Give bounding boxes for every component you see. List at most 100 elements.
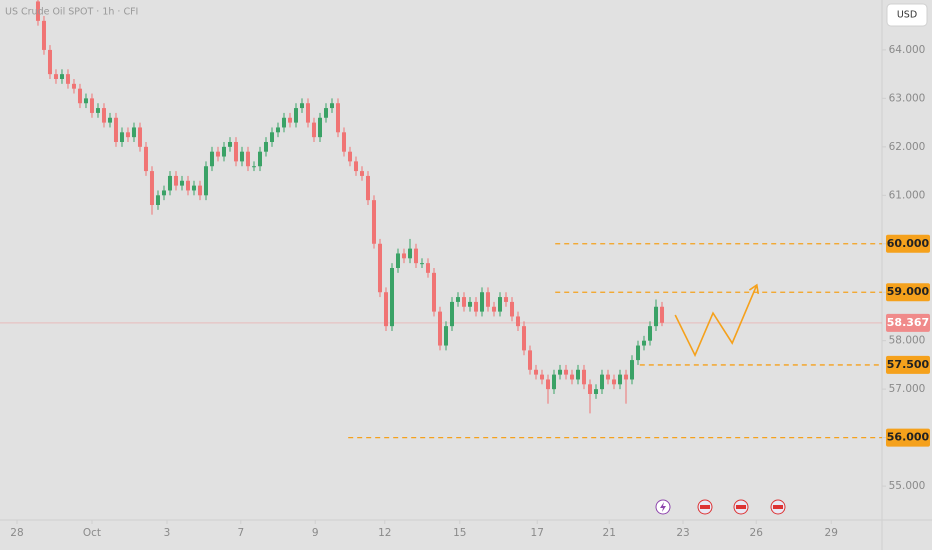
candle-body (365, 175, 370, 201)
icon-glyph (660, 502, 666, 512)
candle-body (438, 311, 442, 346)
y-tick-label: 55.000 (889, 480, 926, 492)
candle-body (335, 103, 340, 133)
level-label: 59.000 (887, 285, 930, 298)
icon-glyph (736, 505, 746, 509)
candle-body (431, 272, 436, 312)
chart-title: US Crude Oil SPOT · 1h · CFI (5, 7, 138, 18)
candle-body (323, 108, 328, 118)
candle-body (113, 117, 118, 142)
candle-body (197, 185, 202, 196)
last-price-label: 58.367 (887, 316, 929, 329)
candle-body (317, 117, 322, 138)
candle-body (618, 374, 623, 385)
candle-body (119, 132, 124, 142)
last-price-box (886, 313, 930, 332)
candle-body (377, 243, 382, 293)
candle-body (492, 306, 497, 312)
candle-body (648, 326, 653, 341)
candle-body (203, 166, 208, 196)
currency-label[interactable]: USD (897, 10, 917, 21)
candle-body (389, 267, 394, 327)
candle-body (606, 374, 611, 380)
candle-body (167, 175, 172, 191)
x-tick-label: 12 (378, 527, 391, 539)
level-label-box (886, 234, 930, 253)
x-tick-label: 28 (10, 527, 23, 539)
x-tick-label: 29 (825, 527, 838, 539)
candle-body (83, 98, 88, 104)
candle-body (468, 301, 473, 307)
candle-body (407, 248, 412, 259)
candle-body (612, 379, 617, 385)
x-tick-label: Oct (83, 527, 101, 539)
candle-body (624, 374, 629, 380)
candle-body (480, 292, 485, 312)
candle-body (149, 171, 154, 205)
candle-body (35, 1, 40, 21)
candle-body (263, 141, 268, 152)
candle-body (552, 374, 557, 390)
candle-body (215, 151, 220, 157)
event-icons (655, 499, 786, 515)
candle-body (227, 141, 232, 147)
candle-body (53, 74, 58, 79)
level-label: 56.000 (887, 431, 930, 444)
candle-body (221, 146, 226, 157)
candle-body (233, 141, 238, 162)
level-label-box (886, 355, 930, 374)
candle-body (161, 190, 166, 196)
candle-body (359, 171, 364, 176)
candle-body (504, 297, 509, 302)
candle-body (450, 301, 455, 327)
candle-body (107, 117, 112, 123)
candle-body (636, 345, 641, 361)
candle-body (239, 151, 244, 162)
candle-body (155, 195, 160, 205)
x-tick-label: 17 (531, 527, 544, 539)
candle-body (600, 374, 605, 390)
candle-body (516, 316, 521, 327)
candle-body (269, 132, 274, 142)
candle-body (125, 132, 130, 138)
y-tick-label: 58.000 (889, 335, 926, 347)
candle-body (143, 146, 148, 172)
x-tick-label: 9 (312, 527, 319, 539)
candle-body (59, 74, 64, 79)
candle-body (546, 379, 551, 390)
candle-body (191, 185, 196, 191)
candle-body (660, 306, 665, 323)
currency-button[interactable] (886, 3, 928, 27)
candle-body (89, 98, 94, 113)
candle-body (257, 151, 262, 167)
level-label-box (886, 428, 930, 447)
candle-body (77, 88, 82, 104)
level-label: 57.500 (887, 358, 930, 371)
candle-body (245, 151, 250, 167)
candle-body (642, 340, 647, 346)
candle-body (570, 374, 575, 380)
candle-body (41, 20, 46, 50)
candle-body (47, 49, 52, 75)
candle-body (456, 297, 461, 302)
level-label-box (886, 283, 930, 302)
candle-body (498, 297, 503, 312)
y-tick-label: 57.000 (889, 383, 926, 395)
candle-body (185, 180, 190, 191)
candle-body (564, 369, 569, 375)
candle-body (654, 306, 659, 327)
x-tick-label: 3 (164, 527, 171, 539)
candle-body (71, 83, 76, 89)
candle-body (275, 127, 280, 133)
y-tick-label: 62.000 (889, 141, 926, 153)
candle-body (341, 132, 346, 152)
candle-body (65, 74, 70, 84)
candle-body (540, 374, 545, 380)
candle-body (101, 108, 106, 123)
candle-body (419, 263, 424, 265)
candle-body (522, 326, 527, 351)
candle-body (413, 248, 418, 264)
candle-body (371, 200, 376, 244)
candle-body (311, 122, 316, 138)
